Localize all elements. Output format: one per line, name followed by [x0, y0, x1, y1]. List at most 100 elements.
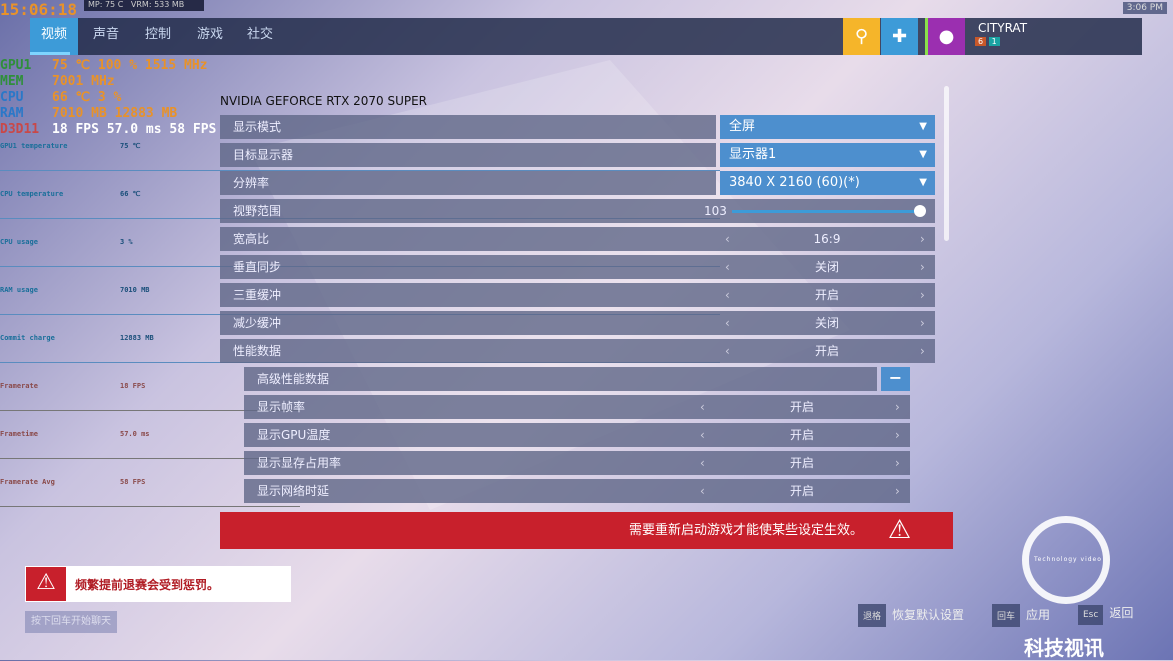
osd-graph-label: Frametime: [0, 430, 38, 438]
footer-action-1[interactable]: 回车 应用: [992, 604, 1050, 627]
osd-graph-label: Commit charge: [0, 334, 55, 342]
system-clock: 3:06 PM: [1122, 2, 1167, 14]
dropdown-2[interactable]: 3840 X 2160 (60)(*) ▼: [720, 171, 935, 195]
osd-row-key: RAM: [0, 106, 24, 121]
setting-row: 分辨率: [220, 171, 716, 195]
chevron-left-icon[interactable]: ‹: [725, 344, 730, 358]
chevron-left-icon[interactable]: ‹: [700, 456, 705, 470]
chevron-down-icon: ▼: [919, 121, 927, 132]
setting-row: 垂直同步 ‹ 关闭 ›: [220, 255, 935, 279]
osd-row-key: CPU: [0, 90, 24, 105]
setting-row: 宽高比 ‹ 16:9 ›: [220, 227, 935, 251]
watermark-logo: [1022, 516, 1110, 604]
chevron-right-icon[interactable]: ›: [895, 400, 900, 414]
osd-graph-label: GPU1 temperature: [0, 142, 68, 150]
setting-label: 垂直同步: [233, 260, 282, 274]
tab-4[interactable]: 社交: [247, 27, 274, 42]
setting-label: 分辨率: [233, 176, 270, 190]
osd-graph-line: [0, 170, 720, 171]
setting-value: 16:9: [813, 232, 841, 246]
dropdown-value: 全屏: [729, 119, 756, 134]
osd-graph-label: CPU usage: [0, 238, 38, 246]
key-hint: 退格: [858, 604, 887, 627]
scrollbar[interactable]: [944, 86, 949, 241]
chevron-left-icon[interactable]: ‹: [700, 484, 705, 498]
advanced-row: 高级性能数据: [244, 367, 877, 391]
setting-value: 关闭: [814, 316, 839, 330]
chevron-right-icon[interactable]: ›: [920, 288, 925, 302]
social-icon[interactable]: ✚: [881, 18, 918, 55]
setting-label: 减少缓冲: [233, 316, 282, 330]
osd-row-value: 7010 MB 12883 MB: [52, 106, 178, 121]
osd-graph-label: Framerate: [0, 382, 38, 390]
watermark-text: 科技视讯: [1024, 636, 1104, 660]
chat-hint-button[interactable]: 按下回车开始聊天: [25, 611, 117, 633]
setting-label: 三重缓冲: [233, 288, 282, 302]
setting-label: 显示帧率: [257, 400, 306, 414]
chevron-right-icon[interactable]: ›: [920, 316, 925, 330]
setting-label: 显示模式: [233, 120, 282, 134]
dropdown-1[interactable]: 显示器1 ▼: [720, 143, 935, 167]
osd-graph-line: [0, 410, 300, 411]
action-label: 恢复默认设置: [892, 608, 965, 622]
player-name: CITYRAT: [978, 21, 1028, 35]
osd-row-key: MEM: [0, 74, 24, 89]
dropdown-0[interactable]: 全屏 ▼: [720, 115, 935, 139]
collapse-button[interactable]: −: [881, 367, 910, 391]
chevron-right-icon[interactable]: ›: [895, 456, 900, 470]
setting-row: 显示帧率 ‹ 开启 ›: [244, 395, 910, 419]
key-hint: 回车: [992, 604, 1021, 627]
setting-label: 宽高比: [233, 232, 270, 246]
footer-action-2[interactable]: Esc 返回: [1078, 604, 1133, 625]
fov-slider[interactable]: [732, 210, 922, 213]
setting-label: 目标显示器: [233, 148, 294, 162]
setting-row: 三重缓冲 ‹ 开启 ›: [220, 283, 935, 307]
footer-action-0[interactable]: 退格 恢复默认设置: [858, 604, 964, 627]
fov-slider-handle[interactable]: [914, 205, 926, 217]
setting-label: 视野范围: [233, 204, 282, 218]
tab-2[interactable]: 控制: [145, 27, 172, 42]
chevron-right-icon[interactable]: ›: [920, 344, 925, 358]
tab-3[interactable]: 游戏: [197, 27, 224, 42]
watermark-subtitle: Technology video: [1034, 556, 1102, 563]
osd-top: MP: 75 C VRM: 533 MB: [84, 0, 204, 11]
player-level: 6: [975, 37, 987, 46]
chevron-left-icon[interactable]: ‹: [725, 260, 730, 274]
osd-row-value: 7001 MHz: [52, 74, 115, 89]
player-avatar[interactable]: ●: [928, 18, 965, 55]
chevron-left-icon[interactable]: ‹: [725, 232, 730, 246]
osd-graph-label: CPU temperature: [0, 190, 64, 198]
action-label: 应用: [1026, 608, 1051, 622]
chevron-right-icon[interactable]: ›: [895, 484, 900, 498]
osd-graph-value: 57.0 ms: [120, 430, 150, 438]
chevron-right-icon[interactable]: ›: [895, 428, 900, 442]
chevron-left-icon[interactable]: ‹: [725, 316, 730, 330]
osd-graph-value: 7010 MB: [120, 286, 150, 294]
setting-row: 显示GPU温度 ‹ 开启 ›: [244, 423, 910, 447]
warning-icon: ⚠: [887, 515, 911, 545]
find-group-icon[interactable]: ⚲: [843, 18, 880, 55]
setting-label: 显示网络时延: [257, 484, 330, 498]
setting-value: 开启: [789, 428, 814, 442]
chevron-left-icon[interactable]: ‹: [700, 428, 705, 442]
osd-graph-line: [0, 458, 300, 459]
chevron-right-icon[interactable]: ›: [920, 232, 925, 246]
setting-row: 显示模式: [220, 115, 716, 139]
dropdown-value: 3840 X 2160 (60)(*): [729, 175, 860, 190]
osd-row-value: 75 ℃ 100 % 1515 MHz: [52, 58, 208, 73]
setting-label: 显示显存占用率: [257, 456, 342, 470]
osd-graph-value: 75 ℃: [120, 142, 141, 150]
setting-value: 开启: [814, 288, 839, 302]
tab-0[interactable]: 视频: [30, 18, 79, 55]
status-indicator: [925, 18, 928, 55]
setting-row: 目标显示器: [220, 143, 716, 167]
chevron-left-icon[interactable]: ‹: [725, 288, 730, 302]
chevron-left-icon[interactable]: ‹: [700, 400, 705, 414]
chevron-right-icon[interactable]: ›: [920, 260, 925, 274]
setting-label: 高级性能数据: [257, 372, 330, 386]
gpu-name: NVIDIA GEFORCE RTX 2070 SUPER: [220, 94, 428, 108]
restart-warning-banner: 需要重新启动游戏才能使某些设定生效。 ⚠: [220, 512, 953, 549]
tab-1[interactable]: 声音: [93, 27, 120, 42]
setting-row: 显示显存占用率 ‹ 开启 ›: [244, 451, 910, 475]
penalty-text: 频繁提前退赛会受到惩罚。: [75, 578, 220, 592]
